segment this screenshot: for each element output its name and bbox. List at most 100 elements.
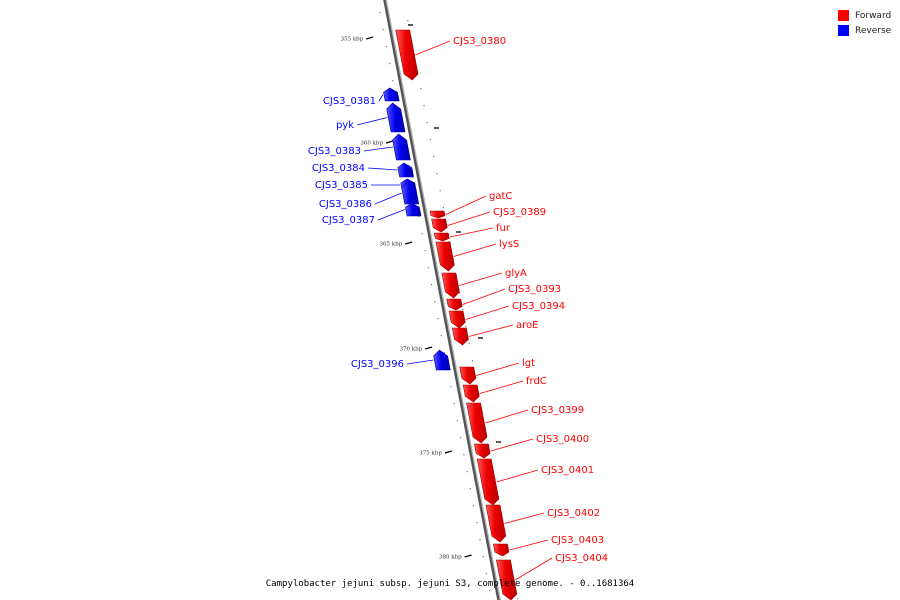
tick-mark <box>366 36 374 40</box>
minor-tick <box>443 352 446 354</box>
gene-leader-line <box>447 211 491 226</box>
gene-arrow-cjs3_0403[interactable] <box>492 543 510 557</box>
gene-label[interactable]: lysS <box>499 239 519 250</box>
minor-tick <box>442 207 445 209</box>
gene-label[interactable]: CJS3_0384 <box>312 163 365 174</box>
minor-tick <box>479 539 481 541</box>
minor-tick <box>450 386 452 388</box>
minor-tick <box>423 105 425 107</box>
gene-leader-line <box>377 209 405 221</box>
gene-label[interactable]: aroE <box>516 320 538 331</box>
gene-label[interactable]: CJS3_0380 <box>453 36 506 47</box>
gene-label[interactable]: CJS3_0402 <box>547 508 600 519</box>
gene-label[interactable]: gatC <box>489 191 512 202</box>
tick-label: 360 kbp <box>360 141 383 147</box>
gene-leader-line <box>367 167 398 171</box>
gene-arrow-pyk[interactable] <box>386 102 406 133</box>
gene-label[interactable]: CJS3_0387 <box>322 215 375 226</box>
tick-label: 365 kbp <box>380 242 403 248</box>
tick-label: 355 kbp <box>341 37 364 43</box>
minor-tick <box>462 309 464 311</box>
gene-arrow-fur[interactable] <box>433 232 450 242</box>
gene-arrow-cjs3_0396[interactable] <box>433 349 451 371</box>
gene-leader-line <box>496 469 539 483</box>
minor-tick <box>379 12 381 14</box>
gene-arrow-cjs3_0383[interactable] <box>392 133 411 161</box>
gene-arrow-cjs3_0384[interactable] <box>397 162 414 178</box>
gene-leader-line <box>490 438 534 452</box>
gene-label[interactable]: CJS3_0381 <box>323 96 376 107</box>
gene-label[interactable]: glyA <box>505 268 527 279</box>
minor-tick <box>385 46 387 48</box>
minor-tick <box>458 292 461 294</box>
reverse-swatch <box>838 25 849 36</box>
gene-label[interactable]: CJS3_0393 <box>508 284 561 295</box>
sequence-backbone <box>383 0 501 600</box>
gene-label[interactable]: CJS3_0385 <box>315 180 368 191</box>
minor-tick <box>489 590 491 592</box>
gene-label[interactable]: CJS3_0394 <box>512 301 565 312</box>
tick-label: 370 kbp <box>399 347 422 353</box>
gene-label[interactable]: CJS3_0383 <box>308 146 361 157</box>
gene-label[interactable]: CJS3_0399 <box>531 405 584 416</box>
gene-label[interactable]: fur <box>496 223 511 234</box>
gene-arrow-lyss[interactable] <box>435 241 455 272</box>
gene-leader-line <box>374 192 402 205</box>
gene-arrow-frdc[interactable] <box>462 384 480 403</box>
gene-leader-line <box>509 539 549 551</box>
legend-reverse: Reverse <box>838 23 891 38</box>
gene-label[interactable]: CJS3_0386 <box>319 199 372 210</box>
tick-mark <box>464 554 472 558</box>
gene-label[interactable]: CJS3_0403 <box>551 535 604 546</box>
tick-label: 375 kbp <box>419 451 442 457</box>
minor-tick <box>429 139 432 141</box>
gene-label[interactable]: CJS3_0400 <box>536 434 589 445</box>
gene-arrow-cjs3_0386[interactable] <box>401 181 420 205</box>
gene-label[interactable]: CJS3_0401 <box>541 465 594 476</box>
gene-leader-line <box>445 195 487 215</box>
gene-arrow-cjs3_0401[interactable] <box>476 458 500 506</box>
gene-label[interactable]: CJS3_0404 <box>555 553 608 564</box>
minor-tick <box>460 437 462 439</box>
forward-label: Forward <box>855 10 892 21</box>
minor-tick <box>437 318 439 320</box>
gene-leader-line <box>462 288 506 305</box>
gene-arrow-aroe[interactable] <box>451 327 469 346</box>
tick-mark <box>385 140 394 144</box>
gene-arrow-lgt[interactable] <box>459 366 477 385</box>
minor-tick <box>468 343 470 345</box>
gene-leader-line <box>453 243 497 257</box>
minor-tick <box>472 505 475 507</box>
gene-arrow-cjs3_0404[interactable] <box>496 559 518 600</box>
minor-tick <box>466 471 468 473</box>
gene-arrow-gatc[interactable] <box>429 210 446 219</box>
gene-arrow-cjs3_0402[interactable] <box>485 504 507 543</box>
genome-caption: Campylobacter jejuni subsp. jejuni S3, c… <box>265 579 635 589</box>
minor-tick <box>465 326 467 328</box>
gene-arrow-glya[interactable] <box>441 272 460 299</box>
gene-leader-line <box>449 227 494 238</box>
minor-tick <box>469 488 471 490</box>
gene-label[interactable]: frdC <box>526 376 547 387</box>
tick-label: 380 kbp <box>439 555 462 561</box>
reverse-label: Reverse <box>855 25 892 36</box>
gene-arrow-cjs3_0381[interactable] <box>383 87 400 102</box>
legend: Forward Reverse <box>838 8 891 38</box>
gene-label[interactable]: lgt <box>522 358 535 369</box>
minor-tick <box>482 556 484 558</box>
gene-arrow-cjs3_0399[interactable] <box>466 402 488 444</box>
minor-tick <box>434 301 436 303</box>
minor-tick <box>426 122 428 124</box>
gene-arrow-cjs3_0389[interactable] <box>431 218 448 233</box>
gene-arrow-cjs3_0394[interactable] <box>448 310 466 329</box>
gene-label[interactable]: CJS3_0389 <box>493 207 546 218</box>
gene-arrow-cjs3_0400[interactable] <box>473 443 491 459</box>
tick-mark <box>444 450 453 454</box>
gene-arrow-cjs3_0387[interactable] <box>405 202 422 217</box>
gene-arrow-cjs3_0393[interactable] <box>446 298 463 311</box>
gene-label[interactable]: pyk <box>336 120 354 131</box>
gene-label[interactable]: CJS3_0396 <box>351 359 404 370</box>
gene-arrow-cjs3_0380[interactable] <box>395 29 419 81</box>
minor-tick <box>517 598 519 600</box>
minor-tick <box>433 156 435 158</box>
